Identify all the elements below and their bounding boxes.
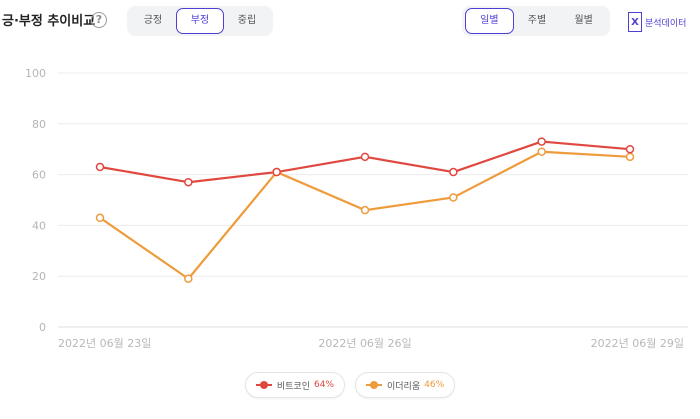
line-chart: 0 20 40 60 80 100 2022년 06월 23일 2022년 06월 26일 20… bbox=[25, 67, 688, 350]
data-point-bitcoin-4 bbox=[449, 167, 458, 177]
ethereum-legend-marker-icon bbox=[366, 380, 382, 390]
analysis-data-label: 분석데이터 bbox=[645, 18, 687, 29]
x-tick-label-1: 2022년 06월 26일 bbox=[318, 336, 411, 350]
data-point-bitcoin-1 bbox=[184, 177, 193, 187]
legend-percent-ethereum: 46% bbox=[424, 380, 445, 390]
series-line-ethereum bbox=[99, 150, 631, 280]
data-point-bitcoin-2 bbox=[272, 167, 281, 177]
data-point-bitcoin-5 bbox=[537, 137, 546, 146]
data-point-ethereum-4 bbox=[449, 193, 458, 202]
bitcoin-legend-marker-icon bbox=[255, 380, 272, 390]
data-point-bitcoin-0 bbox=[95, 162, 105, 172]
tab-negative[interactable]: 부정 bbox=[176, 8, 224, 34]
data-point-bitcoin-3 bbox=[360, 152, 370, 162]
data-point-ethereum-3 bbox=[360, 205, 370, 215]
panel-title: 긍·부정 추이비교 bbox=[2, 14, 96, 29]
y-tick-label-100: 100 bbox=[25, 67, 46, 80]
data-point-ethereum-0 bbox=[95, 213, 105, 223]
series-line-bitcoin bbox=[99, 140, 631, 184]
excel-icon: X bbox=[628, 12, 642, 32]
x-tick-label-2: 2022년 06월 29일 bbox=[591, 336, 684, 350]
tab-monthly[interactable]: 월별 bbox=[574, 15, 593, 26]
data-point-ethereum-5 bbox=[537, 147, 546, 156]
sentiment-tab-group: 긍정 부정 중립 bbox=[127, 6, 273, 36]
tab-daily[interactable]: 일별 bbox=[465, 8, 514, 34]
legend-item-bitcoin[interactable]: 비트코인 64% bbox=[244, 372, 345, 398]
tab-weekly[interactable]: 주별 bbox=[527, 15, 547, 26]
y-tick-label-40: 40 bbox=[32, 219, 46, 232]
legend-label-bitcoin: 비트코인 bbox=[276, 381, 310, 392]
analysis-data-button[interactable]: X 분석데이터 bbox=[628, 11, 686, 33]
legend-item-ethereum[interactable]: 이더리움 46% bbox=[355, 372, 456, 398]
y-tick-label-20: 20 bbox=[32, 270, 46, 283]
legend-percent-bitcoin: 64% bbox=[313, 380, 334, 390]
data-point-ethereum-1 bbox=[184, 274, 193, 283]
help-icon[interactable]: ? bbox=[91, 12, 107, 28]
period-tab-group: 일별 주별 월별 bbox=[462, 6, 610, 36]
y-tick-label-60: 60 bbox=[32, 169, 46, 182]
tab-positive[interactable]: 긍정 bbox=[143, 15, 163, 26]
data-point-ethereum-6 bbox=[625, 152, 635, 162]
legend-label-ethereum: 이더리움 bbox=[387, 381, 421, 392]
data-point-bitcoin-6 bbox=[625, 144, 635, 154]
x-tick-label-0: 2022년 06월 23일 bbox=[58, 336, 151, 350]
y-tick-label-80: 80 bbox=[32, 118, 46, 131]
tab-neutral[interactable]: 중립 bbox=[237, 15, 257, 26]
y-tick-label-0: 0 bbox=[39, 321, 46, 334]
chart-legend: 비트코인 64% 이더리움 46% bbox=[0, 372, 700, 398]
